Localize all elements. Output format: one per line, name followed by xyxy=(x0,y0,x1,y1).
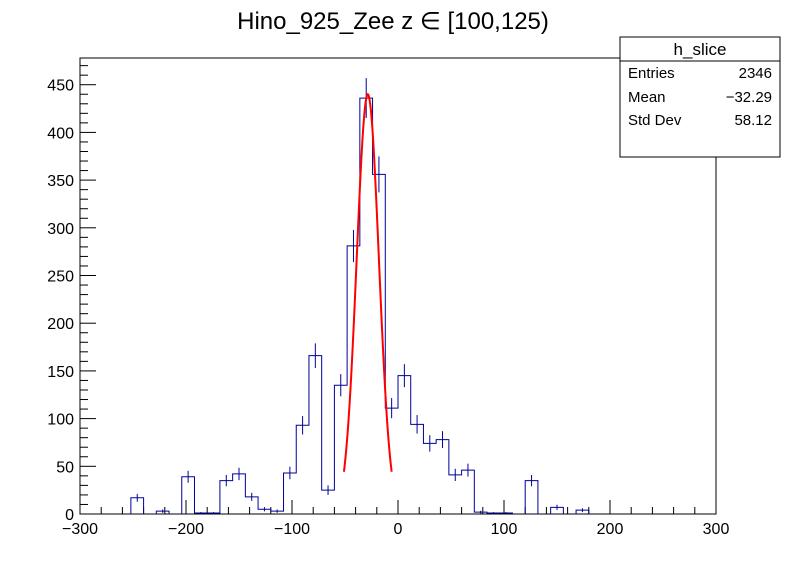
y-tick-label: 150 xyxy=(47,364,74,381)
histogram-outline xyxy=(130,97,590,514)
stats-stddev-label: Std Dev xyxy=(628,112,682,129)
y-tick-label: 350 xyxy=(47,173,74,190)
x-tick-label: −300 xyxy=(62,521,98,538)
x-tick-label: 0 xyxy=(394,521,403,538)
stats-entries-value: 2346 xyxy=(739,65,772,82)
stats-mean-label: Mean xyxy=(628,89,666,106)
y-tick-label: 50 xyxy=(56,459,74,476)
x-axis: −300 −200 −100 0 100 200 300 xyxy=(62,500,729,538)
y-tick-label: 300 xyxy=(47,221,74,238)
x-tick-label: −100 xyxy=(274,521,310,538)
y-tick-label: 200 xyxy=(47,316,74,333)
y-tick-label: 0 xyxy=(65,507,74,524)
gaussian-fit xyxy=(342,92,393,472)
x-tick-label: −200 xyxy=(168,521,204,538)
x-tick-label: 100 xyxy=(491,521,518,538)
histogram-series xyxy=(130,78,590,514)
y-axis: 0 50 100 150 200 250 300 350 400 450 xyxy=(47,65,96,524)
stats-box-title: h_slice xyxy=(674,40,727,59)
y-tick-label: 450 xyxy=(47,78,74,95)
stats-entries-label: Entries xyxy=(628,65,675,82)
stats-mean-value: −32.29 xyxy=(726,89,772,106)
stats-box: h_slice Entries 2346 Mean −32.29 Std Dev… xyxy=(619,36,781,158)
x-tick-label: 300 xyxy=(703,521,730,538)
fit-curve xyxy=(342,92,393,472)
stats-box-border xyxy=(619,36,781,158)
x-tick-label: 200 xyxy=(597,521,624,538)
y-tick-label: 400 xyxy=(47,125,74,142)
y-tick-label: 250 xyxy=(47,269,74,286)
chart-title: Hino_925_Zee z ∈ [100,125) xyxy=(237,8,549,35)
stats-stddev-value: 58.12 xyxy=(734,112,772,129)
y-tick-label: 100 xyxy=(47,412,74,429)
